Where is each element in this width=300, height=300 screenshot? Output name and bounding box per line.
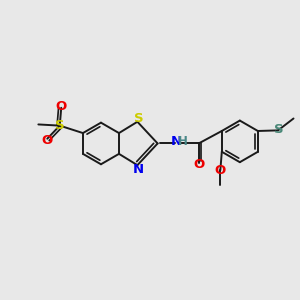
Text: O: O [215,164,226,177]
Text: O: O [56,100,67,112]
Text: N: N [133,163,144,176]
Text: S: S [274,123,284,136]
Text: O: O [193,158,204,171]
Text: H: H [178,135,188,148]
Text: N: N [171,135,182,148]
Text: O: O [41,134,52,147]
Text: S: S [134,112,143,125]
Text: S: S [55,118,64,131]
